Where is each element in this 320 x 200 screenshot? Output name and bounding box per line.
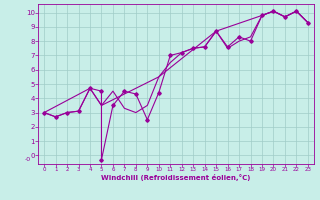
X-axis label: Windchill (Refroidissement éolien,°C): Windchill (Refroidissement éolien,°C) bbox=[101, 174, 251, 181]
Text: -0: -0 bbox=[24, 157, 30, 162]
